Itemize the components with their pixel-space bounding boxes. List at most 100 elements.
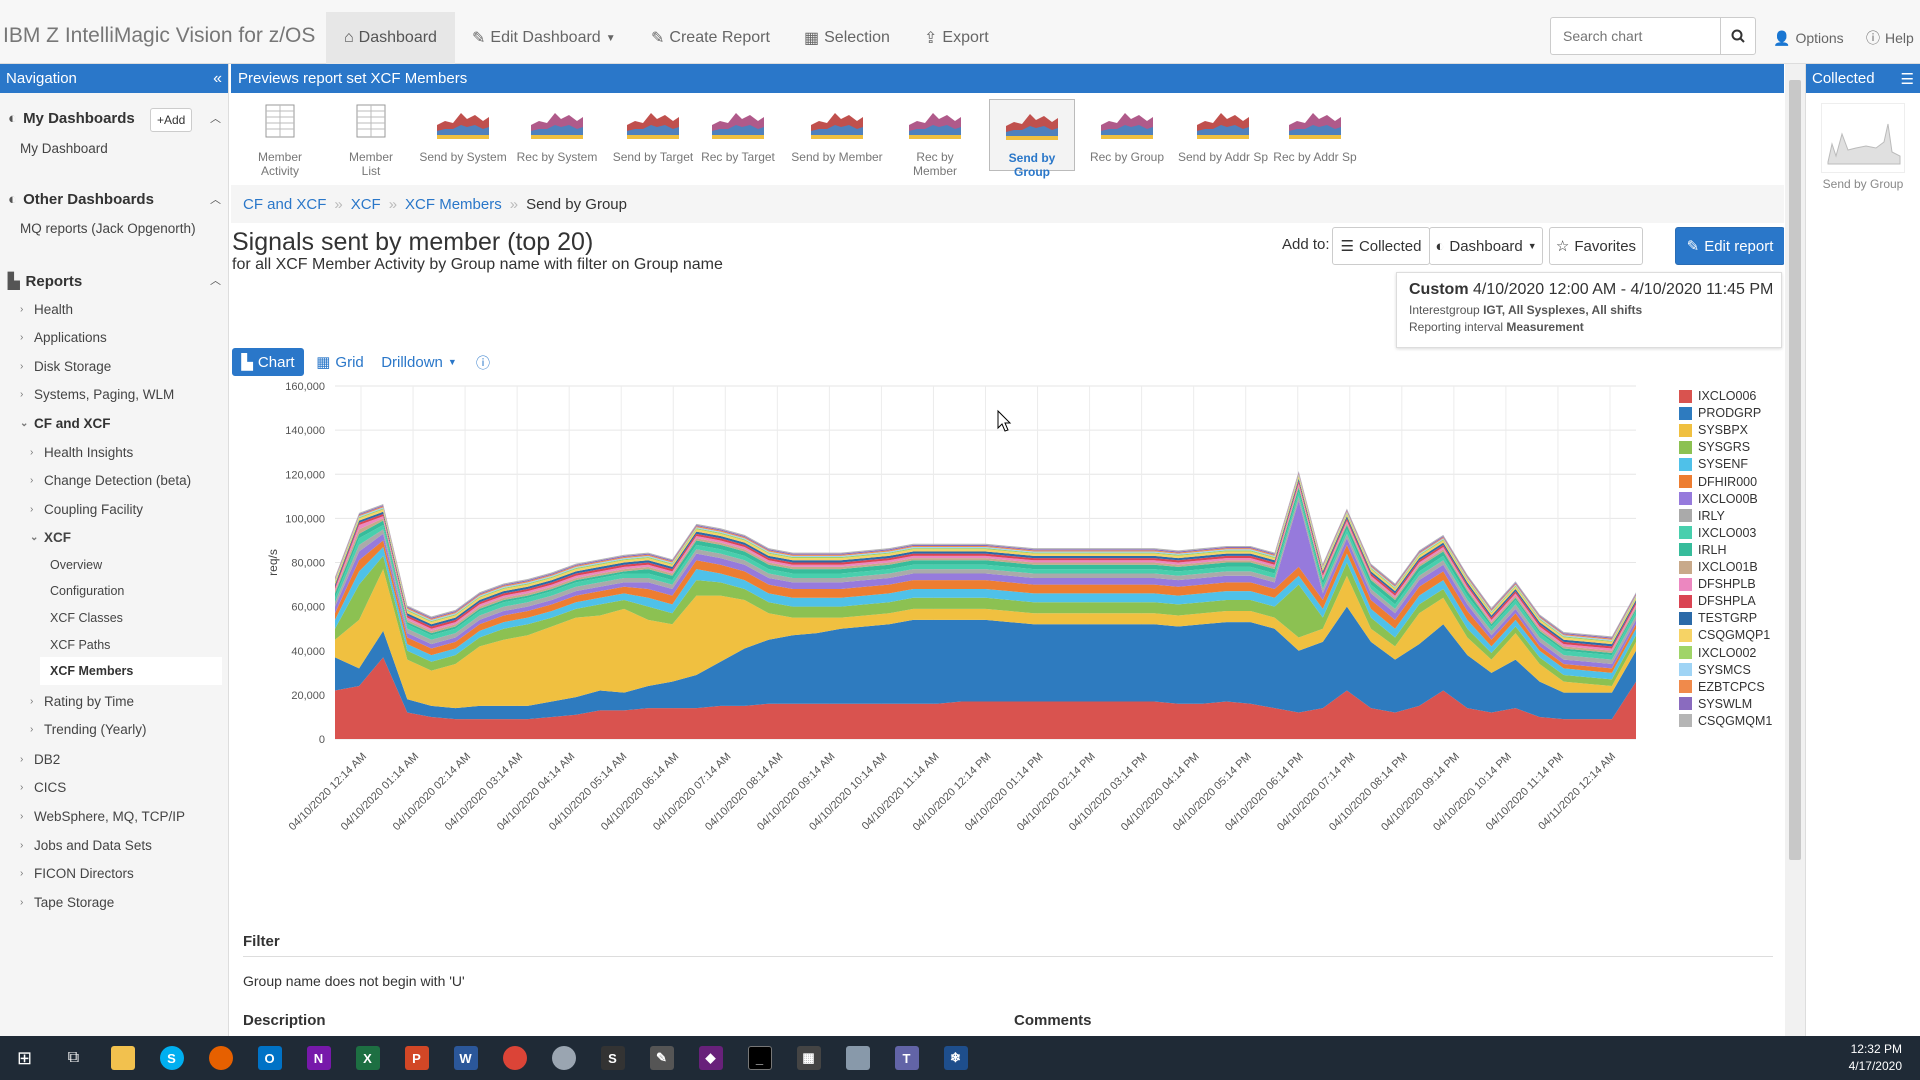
date-range-panel[interactable]: Custom 4/10/2020 12:00 AM - 4/10/2020 11… <box>1396 272 1782 348</box>
nav-item-systems[interactable]: › Systems, Paging, WLM <box>20 387 175 402</box>
legend-item-ixclo003[interactable]: IXCLO003 <box>1679 526 1756 540</box>
nav-item-disk-storage[interactable]: › Disk Storage <box>20 359 112 374</box>
favorites-button[interactable]: ☆ Favorites <box>1549 227 1643 265</box>
report-thumb-rec-by-member[interactable]: Rec by Member <box>893 99 977 178</box>
snowflake-app-button[interactable]: ❄ <box>931 1036 980 1080</box>
nav-item-configuration[interactable]: Configuration <box>50 584 124 598</box>
chevron-up-icon[interactable]: ︿ <box>210 113 221 125</box>
my-dashboard-item[interactable]: My Dashboard <box>20 141 108 156</box>
chevron-up-icon[interactable]: ︿ <box>210 194 221 206</box>
nav-item-websphere[interactable]: › WebSphere, MQ, TCP/IP <box>20 809 186 824</box>
add-dashboard-button[interactable]: +Add <box>150 108 193 132</box>
legend-item-ixclo01b[interactable]: IXCLO01B <box>1679 560 1758 574</box>
mq-reports-item[interactable]: MQ reports (Jack Opgenorth) <box>20 221 196 236</box>
teams-button[interactable]: T <box>882 1036 931 1080</box>
export-button[interactable]: ⇪ Export <box>924 20 989 56</box>
legend-item-sysbpx[interactable]: SYSBPX <box>1679 423 1748 437</box>
nav-item-db2[interactable]: › DB2 <box>20 752 61 767</box>
nav-item-trending[interactable]: › Trending (Yearly) <box>30 722 147 737</box>
firefox-button[interactable] <box>196 1036 245 1080</box>
legend-item-csqgmqp1[interactable]: CSQGMQP1 <box>1679 628 1770 642</box>
my-dashboards-section[interactable]: ◐ My Dashboards <box>8 110 135 127</box>
nav-item-coupling-facility[interactable]: › Coupling Facility <box>30 502 144 517</box>
nav-item-xcf-members[interactable] <box>40 657 222 685</box>
nav-item-cf-and-xcf[interactable]: ⌄ CF and XCF <box>20 416 111 431</box>
chrome-button[interactable] <box>490 1036 539 1080</box>
nav-item-health[interactable]: › Health <box>20 302 74 317</box>
nav-item-cics[interactable]: › CICS <box>20 780 67 795</box>
start-button[interactable]: ⊞ <box>0 1036 49 1080</box>
nav-item-health-insights[interactable]: › Health Insights <box>30 445 134 460</box>
edit-report-button[interactable]: ✎ Edit report <box>1675 227 1784 265</box>
clock[interactable]: 12:32 PM 4/17/2020 <box>1849 1041 1902 1075</box>
terminal-button[interactable]: _ <box>735 1036 784 1080</box>
collapse-nav-icon[interactable]: « <box>213 69 222 87</box>
report-thumb-rec-by-system[interactable]: Rec by System <box>516 99 598 171</box>
legend-item-dfshplb[interactable]: DFSHPLB <box>1679 577 1756 591</box>
nav-item-tape-storage[interactable]: › Tape Storage <box>20 895 115 910</box>
files-button[interactable] <box>833 1036 882 1080</box>
legend-item-testgrp[interactable]: TESTGRP <box>1679 611 1757 625</box>
legend-item-ixclo002[interactable]: IXCLO002 <box>1679 646 1756 660</box>
legend-item-sysenf[interactable]: SYSENF <box>1679 457 1748 471</box>
sublime-button[interactable]: S <box>588 1036 637 1080</box>
drilldown-dropdown[interactable]: Drilldown ▼ <box>379 348 459 376</box>
powerpoint-button[interactable]: P <box>392 1036 441 1080</box>
series-area-sysbpx[interactable] <box>335 569 1636 709</box>
legend-item-dfshpla[interactable]: DFSHPLA <box>1679 594 1756 608</box>
report-thumb-send-by-group[interactable]: Send by Group <box>989 99 1075 179</box>
nav-item-ficon[interactable]: › FICON Directors <box>20 866 134 881</box>
word-button[interactable]: W <box>441 1036 490 1080</box>
menu-icon[interactable]: ☰ <box>1900 70 1914 88</box>
dashboard-add-button[interactable]: ◐ Dashboard ▼ <box>1429 227 1543 265</box>
grid-tab[interactable]: ▦ Grid <box>313 348 367 376</box>
series-area-prodgrp[interactable] <box>335 606 1636 720</box>
app-button[interactable] <box>539 1036 588 1080</box>
skype-button[interactable]: S <box>147 1036 196 1080</box>
legend-item-csqgmqm1[interactable]: CSQGMQM1 <box>1679 714 1772 728</box>
nav-item-xcf-classes[interactable]: XCF Classes <box>50 611 123 625</box>
excel-button[interactable]: X <box>343 1036 392 1080</box>
report-thumb-send-by-member[interactable]: Send by Member <box>789 99 885 171</box>
nav-item-change-detection[interactable]: › Change Detection (beta) <box>30 473 192 488</box>
reports-section[interactable]: ▙ Reports <box>8 272 82 291</box>
legend-item-dfhir000[interactable]: DFHIR000 <box>1679 475 1757 489</box>
legend-item-ezbtcpcs[interactable]: EZBTCPCS <box>1679 680 1765 694</box>
selection-button[interactable]: ▦ Selection <box>804 20 890 56</box>
nav-item-rating-by-time[interactable]: › Rating by Time <box>30 694 135 709</box>
chart-tab[interactable]: ▙ Chart <box>232 348 304 376</box>
legend-item-sysgrs[interactable]: SYSGRS <box>1679 440 1750 454</box>
outlook-button[interactable]: O <box>245 1036 294 1080</box>
scrollbar[interactable] <box>1785 64 1805 1036</box>
breadcrumb-cf-xcf[interactable]: CF and XCF <box>243 195 327 213</box>
nav-item-overview[interactable]: Overview <box>50 558 102 572</box>
calculator-button[interactable]: ▦ <box>784 1036 833 1080</box>
create-report-button[interactable]: ✎ Create Report <box>651 20 770 56</box>
pen-tool-button[interactable]: ✎ <box>637 1036 686 1080</box>
file-explorer-button[interactable] <box>98 1036 147 1080</box>
vs-button[interactable]: ◆ <box>686 1036 735 1080</box>
report-thumb-send-by-addr-sp[interactable]: Send by Addr Sp <box>1176 99 1270 171</box>
nav-item-xcf[interactable]: ⌄ XCF <box>30 530 71 545</box>
legend-item-prodgrp[interactable]: PRODGRP <box>1679 406 1761 420</box>
nav-item-jobs-data-sets[interactable]: › Jobs and Data Sets <box>20 838 152 853</box>
collected-button[interactable]: ☰ Collected <box>1332 227 1430 265</box>
report-thumb-send-by-target[interactable]: Send by Target <box>611 99 695 171</box>
breadcrumb-xcf[interactable]: XCF <box>350 195 381 213</box>
edit-dashboard-button[interactable]: ✎ Edit Dashboard ▼ <box>472 20 616 56</box>
report-thumb-send-by-system[interactable]: Send by System <box>417 99 509 171</box>
report-thumb-rec-by-addr-sp[interactable]: Rec by Addr Sp <box>1272 99 1358 171</box>
collected-thumb[interactable] <box>1821 103 1905 173</box>
legend-item-irlh[interactable]: IRLH <box>1679 543 1726 557</box>
task-view-button[interactable]: ⧉ <box>49 1036 98 1080</box>
report-thumb-rec-by-target[interactable]: Rec by Target <box>700 99 776 171</box>
nav-item-applications[interactable]: › Applications <box>20 330 107 345</box>
breadcrumb-xcf-members[interactable]: XCF Members <box>405 195 502 213</box>
dashboard-button[interactable]: ⌂ Dashboard <box>326 12 455 64</box>
scrollbar-thumb[interactable] <box>1789 80 1801 860</box>
legend-item-ixclo00b[interactable]: IXCLO00B <box>1679 492 1758 506</box>
legend-item-sysmcs[interactable]: SYSMCS <box>1679 663 1751 677</box>
search-input[interactable] <box>1550 17 1722 55</box>
options-button[interactable]: 👤 Options <box>1773 20 1844 56</box>
report-thumb-member-activity[interactable]: Member Activity <box>242 99 318 178</box>
